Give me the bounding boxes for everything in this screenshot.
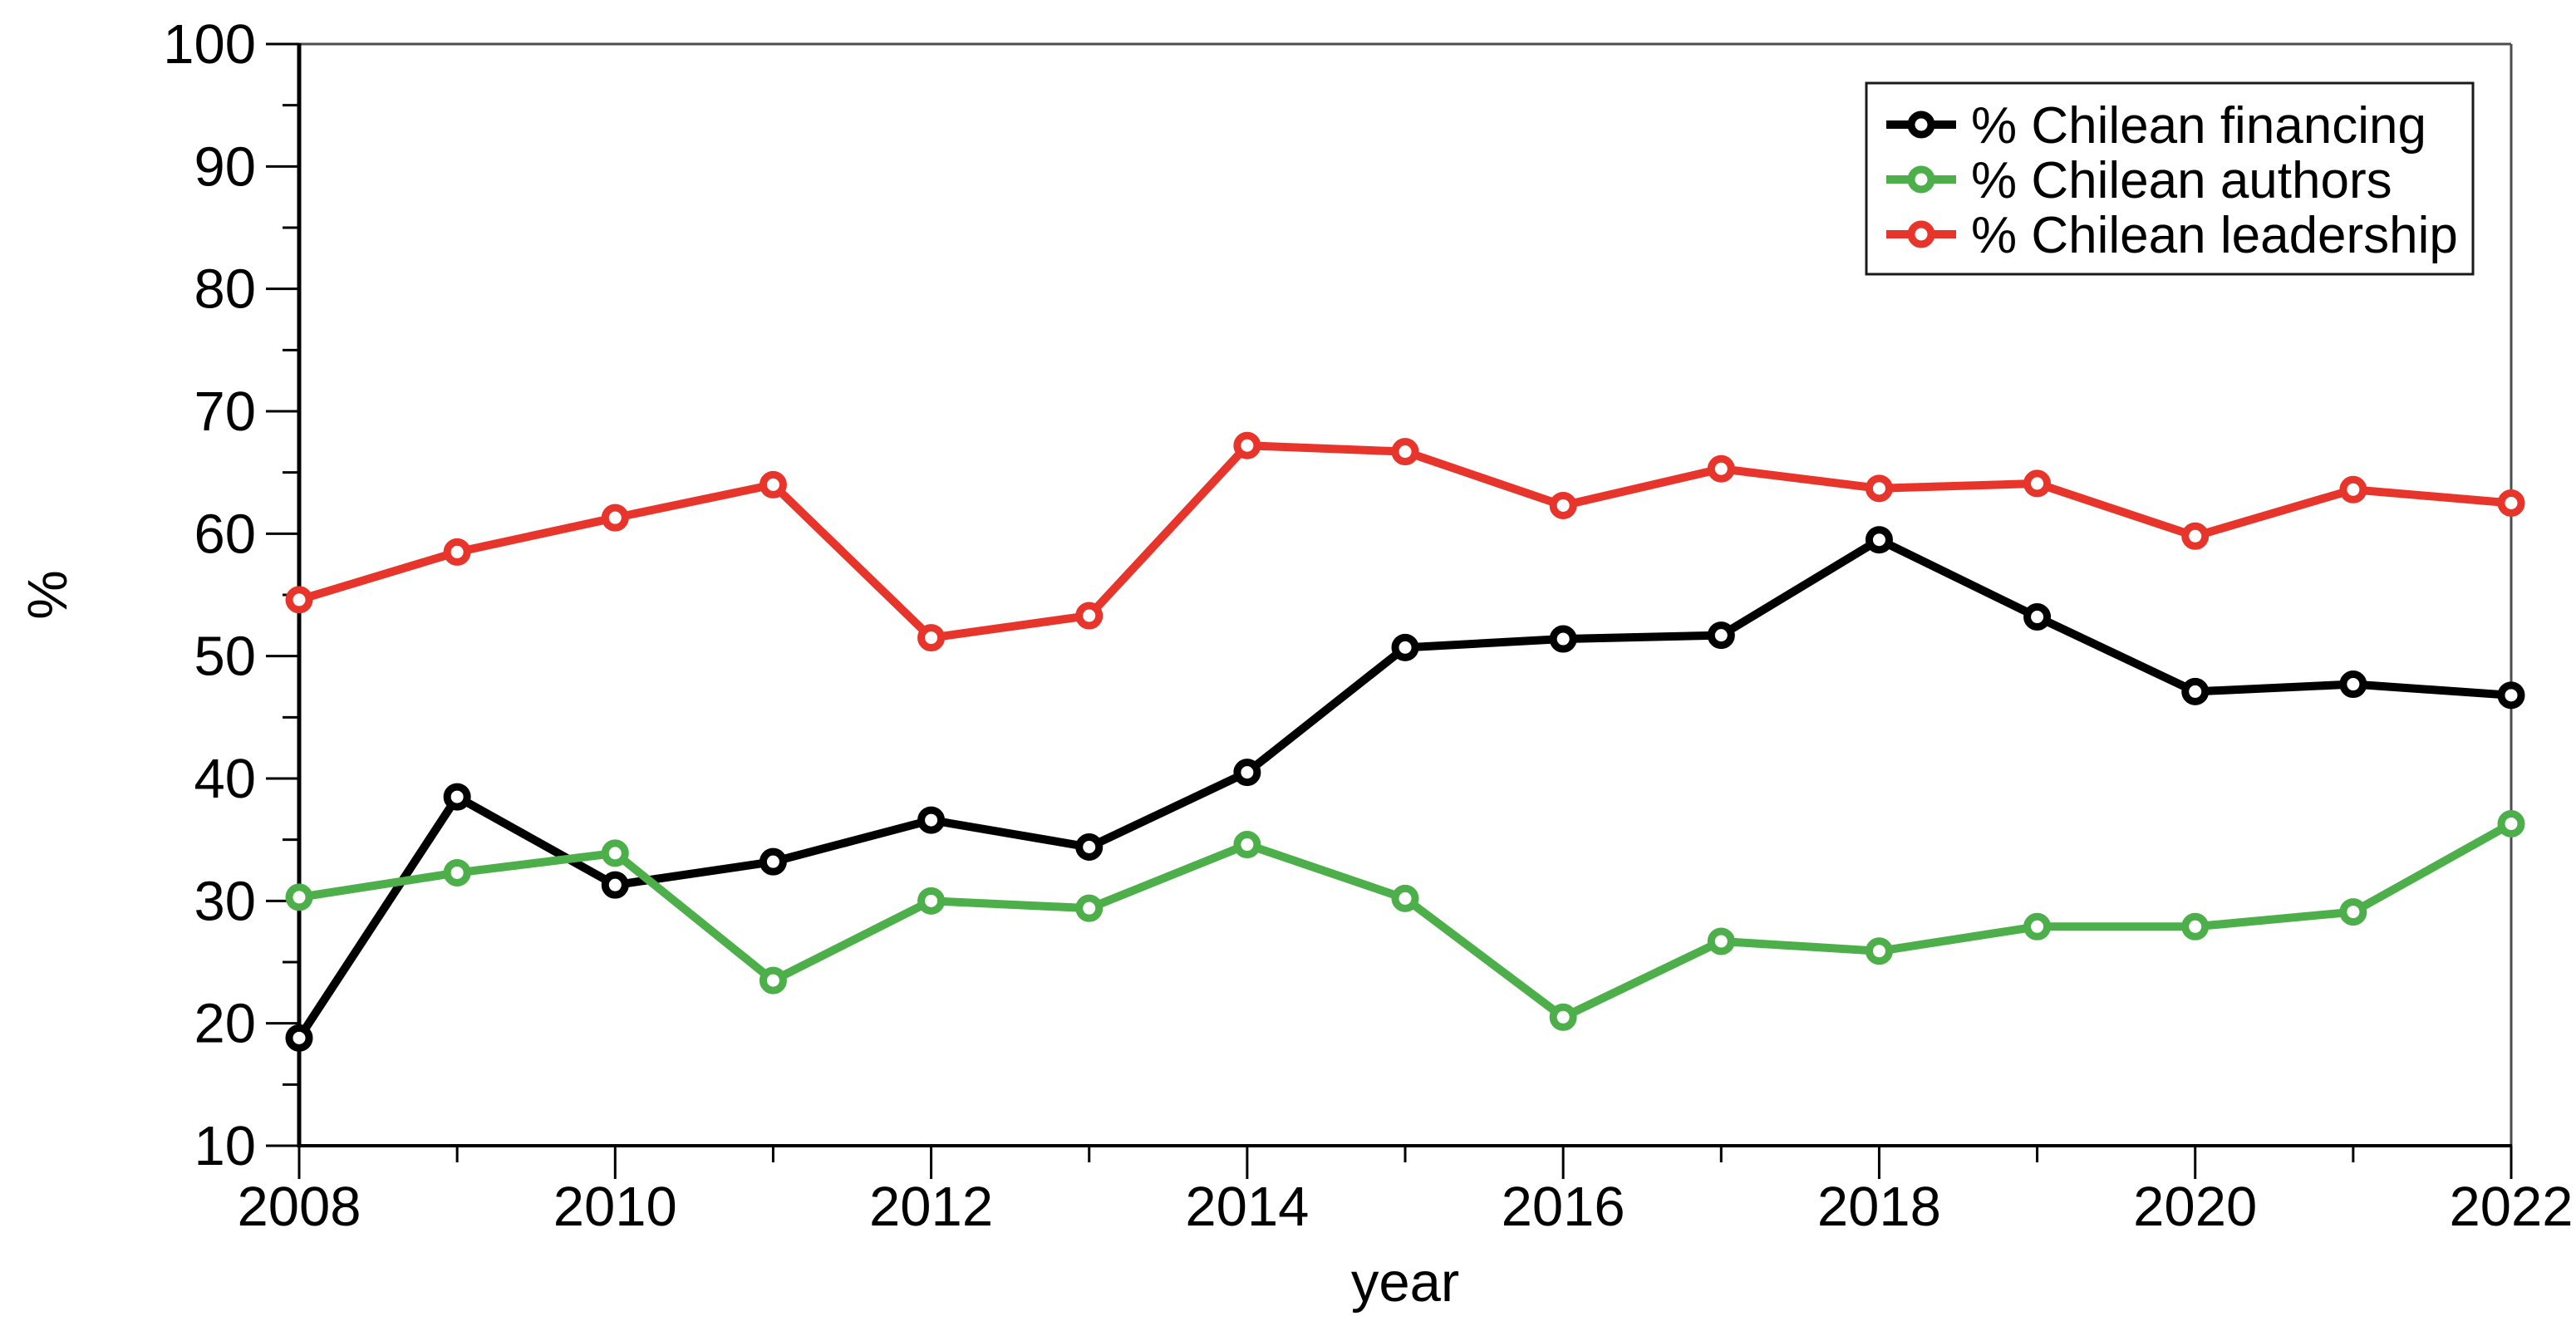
data-point-chilean-financing-2011	[759, 847, 787, 876]
data-point-chilean-leadership-2022	[2497, 489, 2525, 517]
data-point-chilean-authors-2011	[759, 966, 787, 995]
y-tick-label: 100	[163, 13, 256, 76]
data-point-chilean-authors-2013	[1075, 894, 1104, 922]
data-point-chilean-financing-2017	[1707, 621, 1735, 650]
x-axis: 2008 2010 2012 2014 2016 2018 2020 2022	[237, 1146, 2574, 1238]
series-chilean-leadership	[285, 431, 2525, 652]
legend-marker-chilean-leadership	[1907, 220, 1935, 248]
series-line-chilean-leadership	[297, 441, 2512, 642]
data-point-chilean-authors-2021	[2339, 898, 2367, 926]
legend-marker-chilean-authors	[1907, 165, 1935, 194]
legend-label-chilean-financing: % Chilean financing	[1971, 97, 2426, 155]
data-point-chilean-financing-2020	[2181, 677, 2210, 705]
y-tick-label: 10	[194, 1115, 256, 1177]
data-point-chilean-financing-2012	[917, 806, 946, 834]
y-tick-label: 40	[194, 748, 256, 810]
x-axis-title: year	[1351, 1251, 1459, 1314]
data-point-chilean-leadership-2013	[1075, 602, 1104, 630]
x-tick-label: 2018	[1817, 1176, 1941, 1238]
data-point-chilean-financing-2015	[1391, 633, 1419, 661]
data-point-chilean-authors-2020	[2181, 912, 2210, 941]
y-tick-label: 90	[194, 135, 256, 198]
y-tick-label: 30	[194, 870, 256, 932]
data-point-chilean-financing-2009	[443, 783, 471, 811]
data-point-chilean-authors-2018	[1865, 937, 1893, 965]
data-point-chilean-leadership-2020	[2181, 522, 2210, 550]
data-point-chilean-leadership-2011	[759, 470, 787, 499]
y-axis: 10 20 30 40 50 60 70 80 90 100	[163, 13, 299, 1177]
legend-item-chilean-leadership: % Chilean leadership	[1886, 207, 2458, 264]
legend-label-chilean-authors: % Chilean authors	[1971, 152, 2392, 209]
data-point-chilean-leadership-2018	[1865, 474, 1893, 503]
data-point-chilean-authors-2016	[1549, 1003, 1577, 1031]
data-point-chilean-financing-2008	[285, 1024, 313, 1052]
data-point-chilean-authors-2010	[601, 839, 629, 867]
legend-item-chilean-authors: % Chilean authors	[1886, 152, 2392, 209]
series-chilean-authors	[285, 810, 2525, 1031]
legend-item-chilean-financing: % Chilean financing	[1886, 97, 2426, 155]
series-chilean-financing	[285, 526, 2525, 1052]
data-point-chilean-financing-2019	[2023, 603, 2052, 631]
data-point-chilean-leadership-2017	[1707, 454, 1735, 483]
data-point-chilean-financing-2014	[1233, 759, 1261, 787]
series-line-chilean-authors	[298, 820, 2514, 1023]
y-tick-label: 50	[194, 626, 256, 688]
x-tick-label: 2014	[1185, 1176, 1309, 1238]
data-point-chilean-leadership-2021	[2339, 475, 2367, 503]
data-point-chilean-authors-2012	[917, 887, 946, 915]
y-tick-label: 70	[194, 381, 256, 443]
data-point-chilean-financing-2013	[1075, 833, 1104, 862]
x-tick-label: 2010	[553, 1176, 677, 1238]
data-point-chilean-leadership-2019	[2023, 469, 2052, 498]
x-tick-label: 2020	[2133, 1176, 2257, 1238]
data-point-chilean-authors-2019	[2023, 912, 2052, 941]
data-point-chilean-authors-2014	[1233, 831, 1261, 859]
legend-marker-chilean-financing	[1907, 111, 1935, 139]
legend-box	[1865, 81, 2475, 276]
data-point-chilean-authors-2015	[1391, 884, 1419, 912]
data-point-chilean-financing-2018	[1865, 526, 1893, 554]
data-point-chilean-authors-2008	[285, 883, 313, 911]
data-point-chilean-leadership-2016	[1549, 491, 1577, 519]
data-point-chilean-financing-2010	[601, 871, 629, 899]
y-axis-title: %	[17, 570, 79, 620]
data-point-chilean-leadership-2010	[601, 503, 629, 532]
data-point-chilean-authors-2017	[1707, 927, 1735, 955]
x-tick-label: 2012	[869, 1176, 993, 1238]
data-point-chilean-financing-2021	[2339, 670, 2367, 699]
legend: % Chilean financing% Chilean authors% Ch…	[1865, 81, 2475, 276]
y-tick-label: 80	[194, 258, 256, 321]
x-tick-label: 2022	[2449, 1176, 2573, 1238]
data-point-chilean-financing-2016	[1549, 625, 1577, 653]
x-tick-label: 2008	[237, 1176, 361, 1238]
data-point-chilean-leadership-2008	[285, 586, 313, 614]
data-point-chilean-leadership-2012	[917, 624, 946, 652]
y-tick-label: 60	[194, 503, 256, 565]
data-point-chilean-leadership-2015	[1391, 438, 1419, 466]
data-point-chilean-leadership-2009	[443, 538, 471, 566]
data-point-chilean-authors-2009	[443, 858, 471, 887]
series-line-chilean-financing	[295, 535, 2512, 1041]
x-tick-label: 2016	[1502, 1176, 1625, 1238]
legend-label-chilean-leadership: % Chilean leadership	[1971, 207, 2458, 264]
data-point-chilean-leadership-2014	[1233, 431, 1261, 459]
data-point-chilean-financing-2022	[2497, 681, 2525, 710]
y-tick-label: 20	[194, 993, 256, 1055]
data-point-chilean-authors-2022	[2497, 810, 2525, 838]
